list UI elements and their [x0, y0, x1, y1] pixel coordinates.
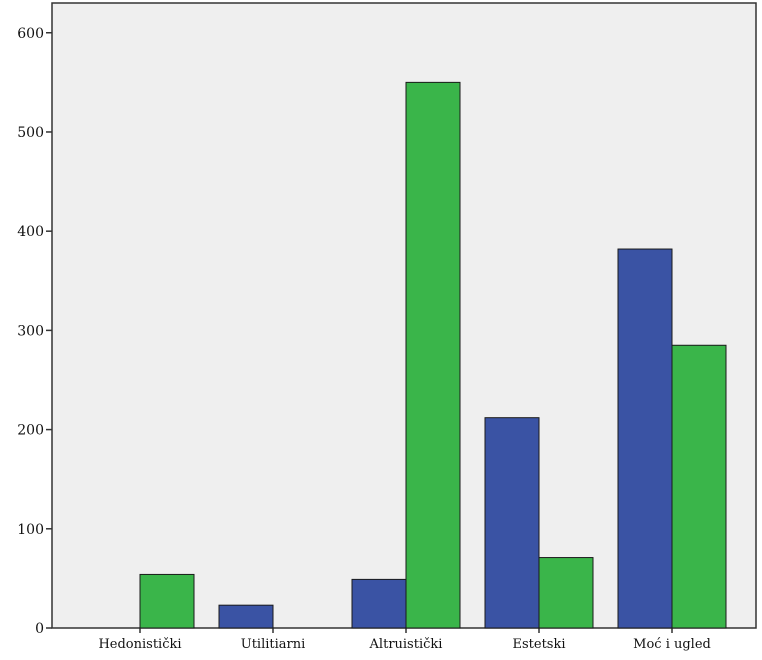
x-tick-label: Altruistički [369, 637, 443, 652]
y-tick-label: 200 [17, 423, 44, 439]
bar-series-2-2 [405, 81, 461, 629]
x-tick-label: Utilitiarni [241, 637, 306, 652]
x-tick-label: Moć i ugled [633, 637, 711, 652]
x-tick-label: Hedonistički [98, 637, 181, 652]
bar-series-1-3 [484, 417, 540, 629]
x-tick-label: Estetski [512, 637, 565, 652]
y-axis: 0 100 200 300 400 500 600 [17, 26, 52, 637]
y-tick-label: 400 [17, 224, 44, 240]
y-tick-label: 500 [17, 125, 44, 141]
bar-series-2-0 [139, 573, 195, 629]
y-tick-label: 0 [35, 621, 44, 637]
bar-series-2-4 [671, 344, 727, 629]
x-axis: Hedonistički Utilitiarni Altruistički Estet… [98, 628, 711, 652]
bar-series-1-2 [351, 578, 407, 629]
bars [139, 81, 727, 629]
y-tick-label: 100 [17, 522, 44, 538]
y-tick-label: 300 [17, 323, 44, 339]
bar-series-1-1 [218, 604, 274, 629]
bar-series-1-4 [617, 248, 673, 629]
bar-series-2-3 [538, 557, 594, 629]
y-tick-label: 600 [17, 26, 44, 42]
